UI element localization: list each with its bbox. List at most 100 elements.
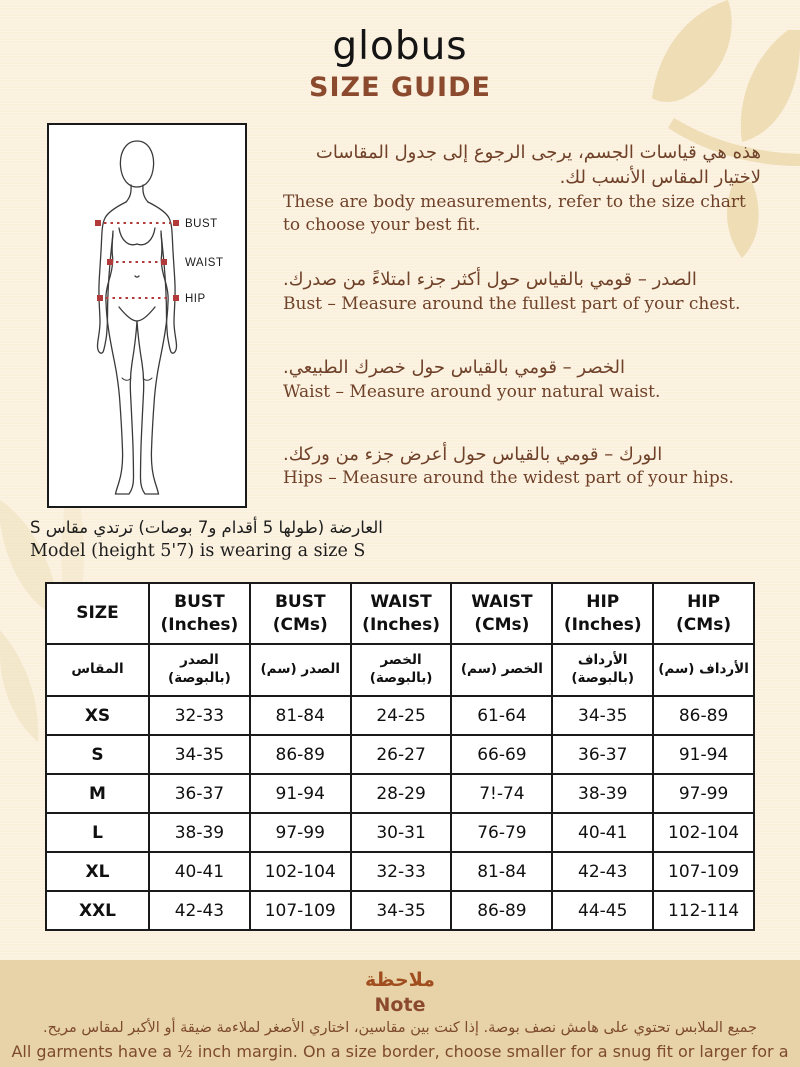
value-cell: 38-39 — [148, 812, 251, 853]
size-cell: S — [45, 734, 150, 775]
note-footer: ملاحظة Note جميع الملابس تحتوي على هامش … — [0, 960, 800, 1067]
value-cell: 112-114 — [652, 890, 755, 931]
table-header-row-english: SIZE BUST (Inches) BUST (CMs) WAIST (Inches… — [45, 582, 755, 645]
value-cell: 36-37 — [551, 734, 655, 775]
brand-logo: globus — [332, 24, 468, 69]
value-cell: 107-109 — [652, 851, 755, 892]
body-outline-illustration: BUST WAIST HIP — [95, 140, 224, 495]
value-cell: 91-94 — [248, 773, 352, 814]
list-item: هذه هي قياسات الجسم، يرجى الرجوع إلى جدو… — [283, 141, 761, 191]
value-cell: 66-69 — [450, 734, 554, 775]
size-cell: M — [45, 773, 150, 814]
header-cell: HIP (CMs) — [652, 582, 755, 645]
header-cell: الأرداف (سم) — [652, 643, 755, 697]
model-size-note: العارضة (طولها 5 أقدام و7 بوصات) ترتدي م… — [30, 516, 383, 563]
instruction-bust: الصدر – قومي بالقياس حول أكثر جزء امتلاء… — [283, 268, 761, 317]
header-cell: المقاس — [45, 643, 150, 697]
instruction-text-arabic: الخصر – قومي بالقياس حول خصرك الطبيعي. — [283, 356, 626, 378]
hip-measure-line — [97, 295, 179, 301]
value-cell: 86-89 — [248, 734, 352, 775]
header-cell: HIP (Inches) — [551, 582, 655, 645]
value-cell: 32-33 — [349, 851, 453, 892]
instruction-text-arabic: هذه هي قياسات الجسم، يرجى الرجوع إلى جدو… — [315, 142, 761, 188]
value-cell: 40-41 — [551, 812, 655, 853]
instruction-waist: الخصر – قومي بالقياس حول خصرك الطبيعي. W… — [283, 356, 761, 405]
value-cell: 81-84 — [450, 851, 554, 892]
list-item: Waist – Measure around your natural wais… — [283, 381, 761, 405]
hip-label: HIP — [185, 293, 206, 305]
page-title: SIZE GUIDE — [309, 72, 491, 103]
value-cell: 34-35 — [148, 734, 251, 775]
value-cell: 24-25 — [349, 695, 453, 736]
bust-label: BUST — [185, 218, 218, 230]
header-cell: الأرداف (بالبوصة) — [551, 643, 655, 697]
table-row: XXL 42-43 107-109 34-35 86-89 44-45 112-… — [45, 890, 755, 931]
list-item: Hips – Measure around the widest part of… — [283, 467, 761, 491]
model-note-arabic: العارضة (طولها 5 أقدام و7 بوصات) ترتدي م… — [30, 518, 383, 537]
instruction-overview: هذه هي قياسات الجسم، يرجى الرجوع إلى جدو… — [283, 141, 761, 238]
table-row: XL 40-41 102-104 32-33 81-84 42-43 107-1… — [45, 851, 755, 892]
list-item: الورك – قومي بالقياس حول أعرض جزء من ورك… — [283, 443, 761, 468]
instruction-text-arabic: الورك – قومي بالقياس حول أعرض جزء من ورك… — [283, 443, 663, 465]
header-cell: الصدر (سم) — [248, 643, 352, 697]
header-cell: WAIST (Inches) — [349, 582, 453, 645]
table-row: S 34-35 86-89 26-27 66-69 36-37 91-94 — [45, 734, 755, 775]
header-cell: BUST (Inches) — [148, 582, 251, 645]
note-heading-english: Note — [374, 993, 426, 1016]
instruction-text-english: Waist – Measure around your natural wais… — [283, 381, 661, 402]
instruction-text-english: These are body measurements, refer to th… — [283, 191, 746, 236]
value-cell: 97-99 — [652, 773, 755, 814]
value-cell: 34-35 — [349, 890, 453, 931]
value-cell: 44-45 — [551, 890, 655, 931]
waist-measure-line — [107, 259, 167, 265]
size-chart-table: SIZE BUST (Inches) BUST (CMs) WAIST (Inches… — [45, 582, 755, 931]
size-cell: L — [45, 812, 150, 853]
value-cell: 42-43 — [551, 851, 655, 892]
instruction-text-arabic: الصدر – قومي بالقياس حول أكثر جزء امتلاء… — [283, 269, 697, 291]
table-row: L 38-39 97-99 30-31 76-79 40-41 102-104 — [45, 812, 755, 853]
value-cell: 107-109 — [248, 890, 352, 931]
list-item: الصدر – قومي بالقياس حول أكثر جزء امتلاء… — [283, 268, 761, 293]
model-note-english: Model (height 5'7) is wearing a size S — [30, 540, 366, 561]
header-cell: WAIST (CMs) — [450, 582, 554, 645]
value-cell: 40-41 — [148, 851, 251, 892]
list-item: These are body measurements, refer to th… — [283, 191, 761, 239]
value-cell: 7!-74 — [450, 773, 554, 814]
table-header-row-arabic: المقاس الصدر (بالبوصة) الصدر (سم) الخصر (ب… — [45, 643, 755, 697]
value-cell: 26-27 — [349, 734, 453, 775]
note-body-english: All garments have a ½ inch margin. On a … — [11, 1042, 789, 1067]
instructions-list: هذه هي قياسات الجسم، يرجى الرجوع إلى جدو… — [283, 141, 761, 521]
value-cell: 42-43 — [148, 890, 251, 931]
value-cell: 81-84 — [248, 695, 352, 736]
value-cell: 91-94 — [652, 734, 755, 775]
size-cell: XS — [45, 695, 150, 736]
value-cell: 32-33 — [148, 695, 251, 736]
value-cell: 30-31 — [349, 812, 453, 853]
header-cell: الصدر (بالبوصة) — [148, 643, 251, 697]
note-body-arabic: جميع الملابس تحتوي على هامش نصف بوصة. إذ… — [43, 1020, 757, 1037]
instruction-hip: الورك – قومي بالقياس حول أعرض جزء من ورك… — [283, 443, 761, 492]
note-heading-arabic: ملاحظة — [365, 969, 435, 991]
header-cell: الخصر (سم) — [450, 643, 554, 697]
value-cell: 36-37 — [148, 773, 251, 814]
header-cell: SIZE — [45, 582, 150, 645]
list-item: الخصر – قومي بالقياس حول خصرك الطبيعي. — [283, 356, 761, 381]
bust-measure-line — [95, 220, 179, 226]
value-cell: 38-39 — [551, 773, 655, 814]
header-cell: BUST (CMs) — [248, 582, 352, 645]
value-cell: 76-79 — [450, 812, 554, 853]
value-cell: 102-104 — [248, 851, 352, 892]
body-measurement-diagram: BUST WAIST HIP — [47, 123, 247, 508]
waist-label: WAIST — [185, 257, 224, 269]
value-cell: 86-89 — [450, 890, 554, 931]
header-cell: الخصر (بالبوصة) — [349, 643, 453, 697]
list-item: Bust – Measure around the fullest part o… — [283, 293, 761, 317]
table-row: XS 32-33 81-84 24-25 61-64 34-35 86-89 — [45, 695, 755, 736]
size-cell: XL — [45, 851, 150, 892]
value-cell: 97-99 — [248, 812, 352, 853]
value-cell: 102-104 — [652, 812, 755, 853]
value-cell: 61-64 — [450, 695, 554, 736]
value-cell: 86-89 — [652, 695, 755, 736]
table-row: M 36-37 91-94 28-29 7!-74 38-39 97-99 — [45, 773, 755, 814]
